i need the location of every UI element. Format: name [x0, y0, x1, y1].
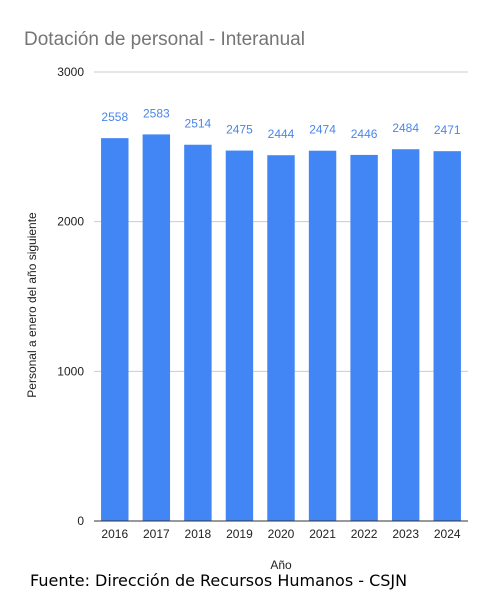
data-label-2020: 2444 — [268, 127, 295, 141]
y-tick-label: 1000 — [57, 364, 84, 378]
data-label-2021: 2474 — [309, 123, 336, 137]
source-note: Fuente: Dirección de Recursos Humanos - … — [30, 571, 408, 590]
bar-2020 — [267, 155, 295, 521]
chart-title: Dotación de personal - Interanual — [24, 29, 305, 50]
x-axis-label: Año — [270, 558, 292, 572]
bar-2022 — [350, 154, 378, 521]
bar-2024 — [433, 151, 461, 522]
bars — [101, 134, 461, 522]
data-label-2018: 2514 — [185, 117, 212, 131]
data-labels: 2558 2583 2514 2475 2444 2474 2446 2484 2471 — [101, 106, 460, 141]
bar-2018 — [184, 144, 212, 521]
data-label-2016: 2558 — [101, 110, 128, 124]
data-label-2019: 2475 — [226, 123, 253, 137]
data-label-2017: 2583 — [143, 106, 170, 120]
data-label-2022: 2446 — [351, 127, 378, 141]
x-tick-label: 2018 — [185, 527, 212, 541]
bar-2019 — [225, 150, 254, 521]
y-axis-ticks: 0 1000 2000 3000 — [57, 65, 84, 528]
bar-2016 — [101, 138, 129, 522]
data-label-2023: 2484 — [392, 121, 419, 135]
y-tick-label: 2000 — [57, 215, 84, 229]
x-tick-label: 2017 — [143, 527, 170, 541]
x-tick-label: 2024 — [434, 527, 461, 541]
bar-2023 — [391, 149, 420, 521]
data-label-2024: 2471 — [434, 123, 461, 137]
x-tick-label: 2016 — [101, 527, 128, 541]
x-tick-label: 2020 — [268, 527, 295, 541]
y-tick-label: 0 — [77, 514, 84, 528]
x-tick-label: 2023 — [392, 527, 419, 541]
x-axis-ticks: 2016 2017 2018 2019 2020 2021 2022 2023 2024 — [101, 527, 460, 541]
bar-2017 — [142, 134, 171, 521]
bar-2021 — [308, 150, 337, 521]
x-tick-label: 2022 — [351, 527, 378, 541]
x-tick-label: 2019 — [226, 527, 253, 541]
y-tick-label: 3000 — [57, 65, 84, 79]
x-tick-label: 2021 — [309, 527, 336, 541]
y-axis-label: Personal a enero del año siguiente — [25, 212, 39, 398]
